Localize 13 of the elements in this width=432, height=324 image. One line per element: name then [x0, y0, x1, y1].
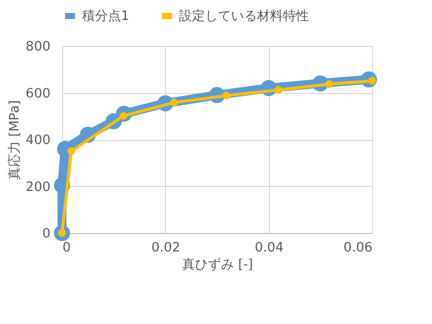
y-tick-label: 200 [26, 180, 50, 195]
y-tick-label: 400 [26, 133, 50, 148]
legend-label: 積分点1 [82, 9, 130, 24]
y-axis-title: 真応力 [MPa] [6, 100, 23, 180]
y-tick-label: 800 [26, 40, 50, 54]
x-axis-title: 真ひずみ [-] [182, 258, 253, 272]
x-tick-label: 0 [62, 240, 71, 256]
x-tick-label: 0.06 [344, 240, 372, 256]
legend-label: 設定している材料特性 [179, 9, 309, 24]
x-tick-label: 0.02 [151, 240, 180, 256]
y-tick-label: 600 [26, 86, 50, 102]
x-tick-label: 0.04 [254, 240, 284, 256]
y-tick-label: 0 [42, 226, 50, 242]
